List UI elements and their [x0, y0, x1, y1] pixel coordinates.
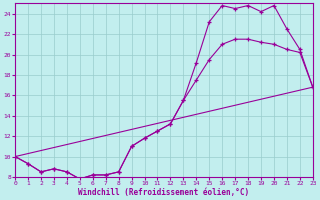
X-axis label: Windchill (Refroidissement éolien,°C): Windchill (Refroidissement éolien,°C) [78, 188, 250, 197]
